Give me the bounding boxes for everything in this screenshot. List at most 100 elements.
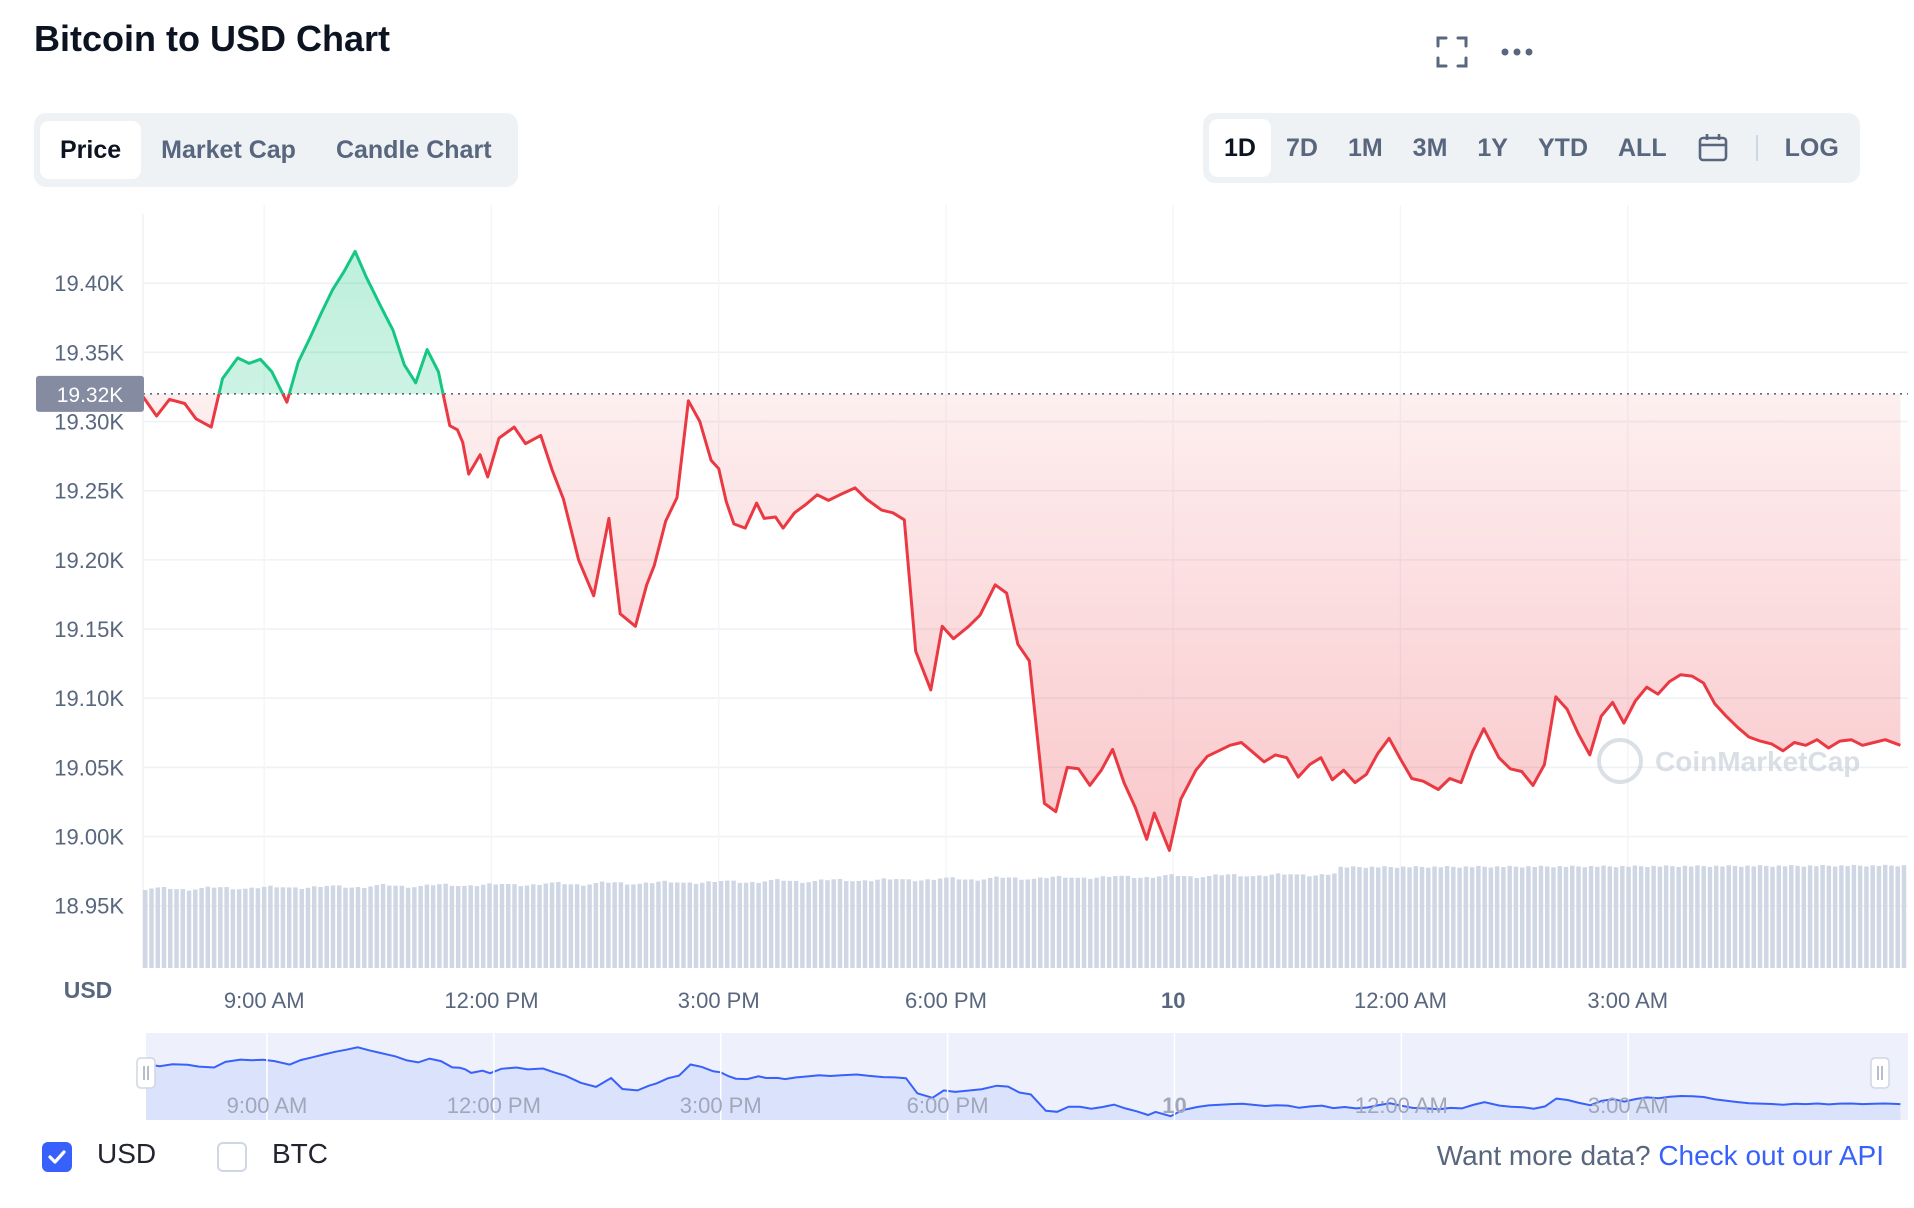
volume-bar <box>193 889 198 968</box>
btc-checkbox[interactable] <box>217 1142 247 1172</box>
volume-bar <box>587 884 592 968</box>
volume-bar <box>818 879 824 968</box>
volume-bar <box>1238 876 1243 968</box>
volume-bar <box>731 880 736 968</box>
usd-checkbox[interactable] <box>42 1142 72 1172</box>
volume-bar <box>593 883 599 968</box>
volume-bar <box>631 884 636 968</box>
volume-bar <box>568 884 574 968</box>
volume-bar <box>750 882 755 968</box>
volume-bar <box>1757 865 1763 968</box>
range-3m[interactable]: 3M <box>1412 133 1448 162</box>
volume-bar <box>1006 877 1012 968</box>
volume-bar <box>806 882 811 968</box>
volume-bar <box>311 886 317 968</box>
tab-candle-chart[interactable]: Candle Chart <box>335 135 492 164</box>
volume-bar <box>1200 877 1206 968</box>
volume-bar <box>1782 866 1788 968</box>
log-scale-toggle[interactable]: LOG <box>1784 133 1839 162</box>
volume-bar <box>387 885 392 968</box>
currency-axis-label: USD <box>64 977 113 1003</box>
navigator-tick-label: 3:00 PM <box>680 1093 762 1118</box>
volume-bar <box>274 887 279 968</box>
volume-bar <box>1576 866 1581 968</box>
x-tick-label: 3:00 AM <box>1587 988 1668 1013</box>
volume-bar <box>1150 877 1156 968</box>
range-1d[interactable]: 1D <box>1209 119 1271 177</box>
volume-bar <box>1382 866 1387 968</box>
volume-bar <box>299 888 304 968</box>
volume-bar <box>424 884 430 968</box>
x-tick-label: 3:00 PM <box>678 988 760 1013</box>
volume-bar <box>1069 877 1074 968</box>
volume-bar <box>1413 866 1419 968</box>
volume-bar <box>374 885 380 968</box>
navigator-left-handle[interactable] <box>136 1057 156 1089</box>
volume-bar <box>224 887 229 968</box>
usd-label[interactable]: USD <box>97 1138 157 1169</box>
volume-bar <box>1213 874 1218 968</box>
range-all[interactable]: ALL <box>1618 133 1667 162</box>
volume-bar <box>1544 866 1550 968</box>
volume-bar <box>443 883 448 968</box>
y-tick-label: 19.30K <box>54 410 124 435</box>
volume-bar <box>837 878 843 968</box>
time-range-tabs: 1D 7D 1M 3M 1Y YTD ALL LOG <box>1203 113 1860 183</box>
volume-bar <box>1188 876 1193 968</box>
navigator-right-handle[interactable] <box>1870 1057 1890 1089</box>
calendar-icon[interactable] <box>1682 119 1744 177</box>
volume-bar <box>925 879 930 968</box>
volume-bar <box>362 887 367 968</box>
volume-bar <box>706 881 711 968</box>
range-1y[interactable]: 1Y <box>1477 133 1508 162</box>
volume-bar <box>1820 864 1825 968</box>
volume-bar <box>1232 874 1237 968</box>
volume-bar <box>1056 875 1062 968</box>
range-7d[interactable]: 7D <box>1285 133 1318 162</box>
volume-bar <box>1676 866 1681 968</box>
volume-bar <box>975 880 980 968</box>
volume-bar <box>155 887 160 968</box>
volume-bar <box>1282 874 1287 968</box>
api-link[interactable]: Check out our API <box>1658 1140 1884 1171</box>
volume-bar <box>1426 867 1431 968</box>
volume-bar <box>1807 865 1813 968</box>
tab-market-cap[interactable]: Market Cap <box>161 135 296 164</box>
more-horizontal-icon[interactable] <box>1495 30 1539 74</box>
volume-bar <box>249 887 254 968</box>
volume-bar <box>1713 865 1719 968</box>
volume-bar <box>843 881 849 968</box>
volume-bar <box>1507 865 1512 968</box>
volume-bar <box>862 880 868 968</box>
tab-price[interactable]: Price <box>40 121 142 179</box>
volume-bar <box>368 886 373 968</box>
volume-bar <box>405 887 411 968</box>
volume-bar <box>737 882 743 968</box>
volume-bar <box>1338 866 1343 968</box>
volume-bar <box>1857 865 1863 968</box>
range-1m[interactable]: 1M <box>1347 133 1383 162</box>
coinmarketcap-watermark: CoinMarketCap <box>1655 746 1860 777</box>
volume-bar <box>1407 867 1412 968</box>
volume-bar <box>205 886 211 968</box>
time-navigator[interactable]: 9:00 AM 12:00 PM 3:00 PM 6:00 PM 10 12:00 AM 3… <box>136 1033 1908 1120</box>
volume-bar <box>850 881 855 968</box>
volume-bar <box>1494 866 1500 968</box>
price-chart[interactable]: CoinMarketCap 19.40K19.35K19.30K19.25K19… <box>0 200 1914 1120</box>
volume-bar <box>149 888 154 968</box>
btc-label[interactable]: BTC <box>272 1138 328 1169</box>
volume-bar <box>343 887 348 968</box>
x-axis-labels: 9:00 AM 12:00 PM 3:00 PM 6:00 PM 10 12:00 AM 3… <box>224 988 1668 1013</box>
volume-bar <box>1870 865 1875 968</box>
volume-bar <box>1732 866 1738 968</box>
volume-bar <box>1801 866 1807 968</box>
volume-bar <box>700 882 705 968</box>
volume-bar <box>781 880 786 968</box>
volume-bar <box>1225 874 1231 968</box>
volume-bar <box>1701 866 1706 968</box>
fullscreen-icon[interactable] <box>1430 30 1474 74</box>
volume-bar <box>994 876 999 968</box>
range-ytd[interactable]: YTD <box>1538 133 1588 162</box>
volume-bar <box>743 882 749 968</box>
volume-bar <box>412 887 417 968</box>
